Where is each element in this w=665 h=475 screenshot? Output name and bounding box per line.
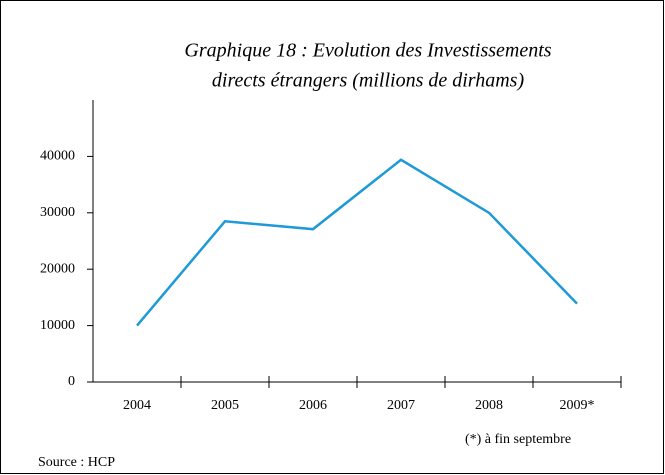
y-tick-label: 10000 [40,318,75,333]
x-tick-label: 2009* [560,398,595,413]
x-tick-label: 2004 [123,398,151,413]
y-tick-label: 20000 [40,261,75,276]
data-line [136,158,578,327]
y-tick-label: 0 [68,374,75,389]
x-tick-label: 2007 [387,398,415,413]
chart-title: Graphique 18 : Evolution des Investissem… [184,40,551,62]
annotation: Source : HCP [38,455,115,470]
y-tick-label: 40000 [40,149,75,164]
x-tick-label: 2008 [475,398,503,413]
chart-title: directs étrangers (millions de dirhams) [212,70,525,92]
x-tick-label: 2005 [211,398,239,413]
y-tick-label: 30000 [40,205,75,220]
annotation: (*) à fin septembre [465,432,571,447]
x-tick-label: 2006 [299,398,327,413]
